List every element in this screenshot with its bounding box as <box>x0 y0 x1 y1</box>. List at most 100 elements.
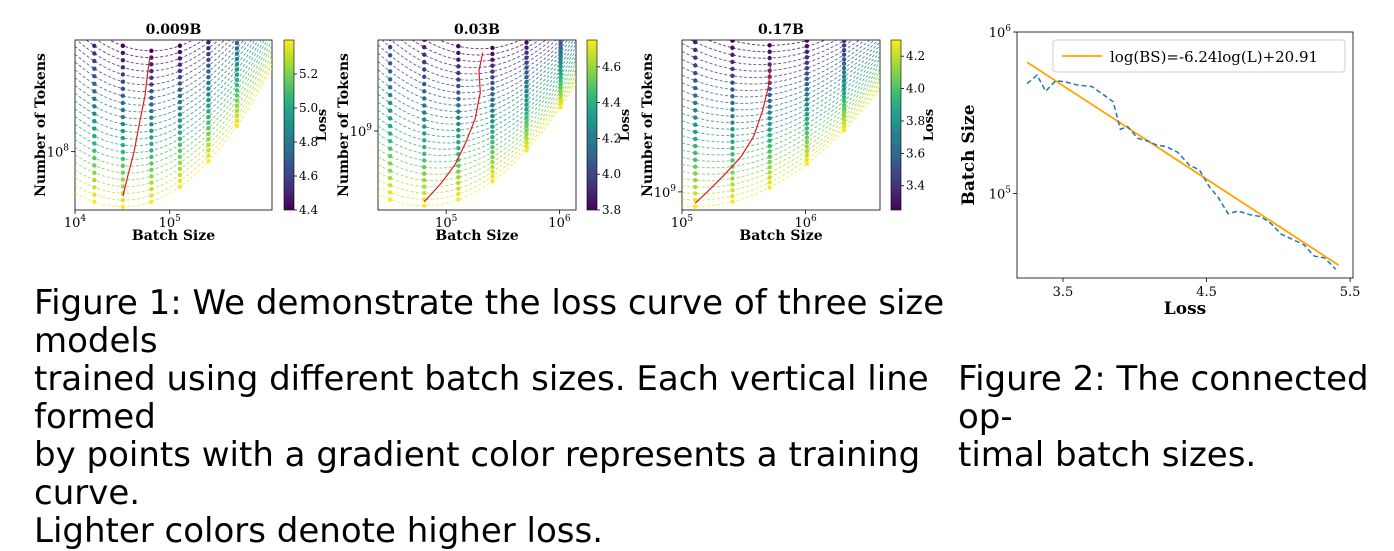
training-point <box>804 81 810 87</box>
training-point <box>387 175 393 181</box>
training-point <box>206 97 211 103</box>
training-point <box>177 93 183 99</box>
training-point <box>387 131 393 136</box>
training-point <box>177 124 183 129</box>
training-point <box>120 156 126 162</box>
colorbar-tick-label: 4.4 <box>299 203 318 217</box>
figure1-caption-line: Lighter colors denote higher loss. <box>34 511 604 551</box>
training-point <box>92 89 97 94</box>
training-point <box>206 131 211 136</box>
iso-loss-curve <box>75 41 272 167</box>
training-point <box>730 40 735 43</box>
y-tick-label: 106 <box>989 24 1012 41</box>
iso-loss-curve <box>682 55 880 137</box>
training-point <box>804 44 810 49</box>
training-point <box>387 92 393 98</box>
training-point <box>490 134 495 140</box>
training-point <box>558 68 563 73</box>
training-point <box>767 127 772 132</box>
training-point <box>804 148 810 154</box>
training-point <box>558 75 563 80</box>
iso-loss-curve <box>75 63 272 201</box>
y-axis-label: Number of Tokens <box>33 53 49 197</box>
training-point <box>841 40 847 43</box>
training-point <box>92 141 97 146</box>
training-point <box>92 185 97 190</box>
iso-loss-curve <box>378 54 576 144</box>
x-tick-label: 106 <box>794 214 817 231</box>
iso-loss-curve <box>438 40 522 50</box>
training-point <box>558 98 563 104</box>
training-point <box>177 184 183 189</box>
x-tick-label: 4.5 <box>1196 285 1217 300</box>
training-point <box>524 60 529 65</box>
training-point <box>120 79 126 84</box>
iso-loss-curve <box>75 40 252 120</box>
training-point <box>490 139 495 145</box>
iso-loss-curve <box>381 40 557 81</box>
training-point <box>149 154 154 160</box>
training-point <box>841 91 847 96</box>
training-point <box>767 116 772 121</box>
iso-loss-curve <box>75 40 259 133</box>
training-point <box>456 140 461 145</box>
training-point <box>767 92 772 98</box>
training-point <box>387 123 393 129</box>
iso-loss-curve <box>75 50 272 181</box>
training-point <box>730 133 735 138</box>
training-point <box>490 119 495 124</box>
training-point <box>234 40 240 46</box>
training-point <box>206 103 211 108</box>
training-point <box>804 121 810 126</box>
iso-loss-curve <box>682 40 876 98</box>
training-point <box>120 107 126 113</box>
training-point <box>693 184 698 190</box>
training-point <box>234 67 240 72</box>
training-point <box>422 89 427 94</box>
training-point <box>730 59 735 65</box>
training-point <box>149 193 154 198</box>
training-point <box>490 150 495 155</box>
training-point <box>92 104 97 109</box>
training-point <box>524 74 529 80</box>
training-point <box>120 177 126 182</box>
training-point <box>841 70 847 75</box>
training-point <box>767 143 772 149</box>
iso-loss-curve <box>682 40 847 66</box>
training-point <box>387 61 393 66</box>
training-point <box>206 57 211 63</box>
training-point <box>841 95 847 100</box>
training-point <box>234 108 240 113</box>
iso-loss-curve <box>75 40 262 140</box>
training-point <box>387 85 393 90</box>
training-point <box>120 43 126 48</box>
legend: log(BS)=-6.24log(L)+20.91 <box>1052 39 1346 73</box>
training-point <box>767 170 772 175</box>
training-point <box>206 137 211 142</box>
loss-curve-panel: 0.009B 104 105 108 Batch Size Number of Token… <box>33 22 330 244</box>
training-point <box>422 110 427 115</box>
training-point <box>524 40 529 45</box>
training-point <box>206 126 211 131</box>
training-point <box>730 107 735 112</box>
colorbar-tick-label: 4.2 <box>602 131 621 145</box>
training-point <box>767 138 772 143</box>
y-tick-label: 109 <box>350 123 373 140</box>
training-point <box>456 163 461 169</box>
training-point <box>149 135 154 140</box>
training-point <box>177 99 183 105</box>
training-point <box>422 131 427 136</box>
training-point <box>120 86 126 91</box>
training-point <box>149 82 154 87</box>
y-axis-label: Batch Size <box>959 104 979 205</box>
training-point <box>490 174 495 179</box>
training-point <box>490 144 495 150</box>
training-point <box>234 62 240 67</box>
training-point <box>730 199 735 204</box>
plot-area <box>75 40 272 210</box>
training-point <box>524 70 529 75</box>
training-point <box>730 145 735 151</box>
iso-loss-curve <box>682 86 880 201</box>
training-point <box>841 87 847 92</box>
training-point <box>177 148 183 154</box>
